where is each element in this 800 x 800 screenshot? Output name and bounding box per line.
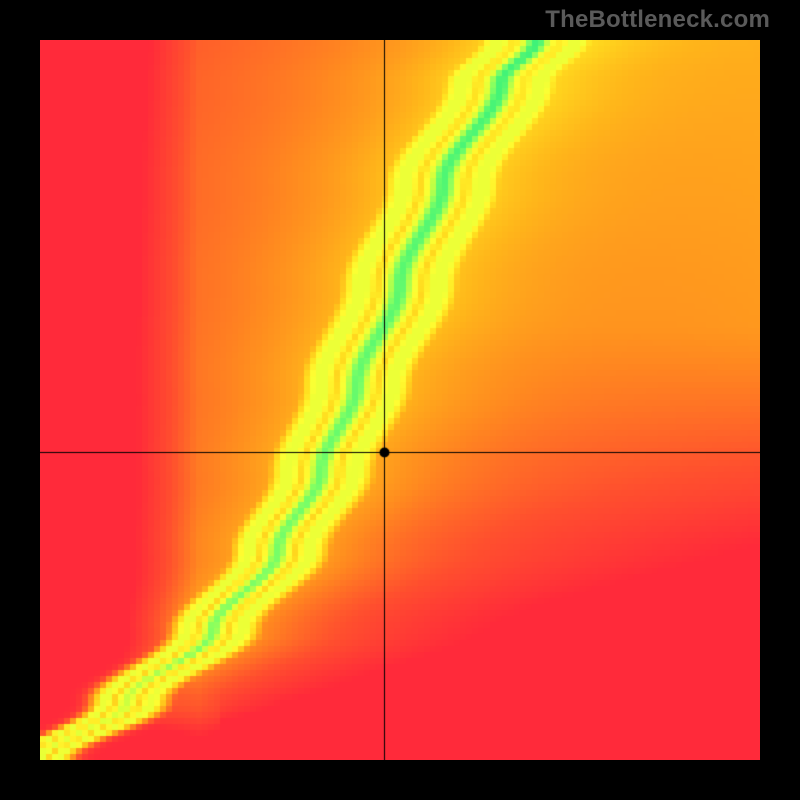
chart-container: TheBottleneck.com <box>0 0 800 800</box>
bottleneck-heatmap <box>40 40 760 760</box>
watermark-text: TheBottleneck.com <box>545 6 770 34</box>
